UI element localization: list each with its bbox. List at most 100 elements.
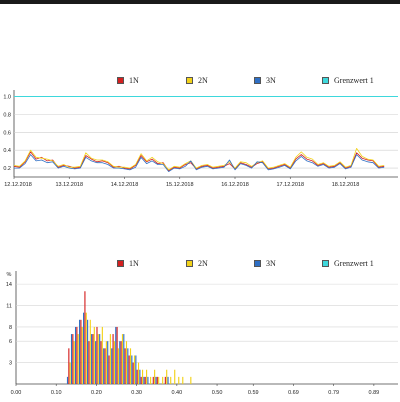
legend-item-1n: 1N: [117, 74, 139, 86]
bar-2n: [166, 369, 168, 384]
y-tick-label: 8: [9, 325, 12, 331]
bar-2n: [85, 312, 87, 384]
bar-3n: [107, 341, 109, 384]
bar-2n: [69, 362, 71, 384]
x-tick-label: 18.12.2018: [332, 182, 360, 188]
legend-item-grenzwert-1: Grenzwert 1: [322, 74, 374, 86]
bar-3n: [103, 348, 105, 384]
y-tick-label: 1.0: [3, 94, 11, 100]
line-chart-legend: 1N 2N 3N Grenzwert 1: [0, 74, 400, 86]
y-axis-label: %: [7, 272, 12, 278]
line-chart: 0.2 0.4 0.6 0.8 1.0 12.12.2018 13.12.2018 14.12…: [3, 90, 398, 188]
bar-1n: [132, 362, 134, 384]
y-tick-label: 0.2: [3, 166, 11, 172]
legend-label: 1N: [129, 258, 139, 268]
bar-1n: [136, 369, 138, 384]
x-tick-label: 0.00: [11, 390, 22, 396]
bar-3n: [143, 376, 145, 384]
bar-3n: [147, 376, 149, 384]
bar-3n: [83, 312, 85, 384]
y-tick-label: 0.6: [3, 130, 11, 136]
bar-3n: [155, 376, 157, 384]
bar-2n: [89, 319, 91, 384]
bar-3n: [87, 319, 89, 384]
y-tick-label: 0.8: [3, 112, 11, 118]
bar-2n: [150, 376, 152, 384]
legend-item-3n: 3N: [254, 257, 276, 269]
bar-3n: [111, 348, 113, 384]
legend-swatch: [322, 259, 329, 267]
bar-2n: [137, 362, 140, 384]
bar-2n: [105, 341, 107, 384]
bar-1n: [84, 291, 86, 384]
series-line-2n: [13, 148, 385, 171]
bar-3n: [115, 326, 117, 384]
bar-1n: [104, 348, 106, 384]
bar-2n: [101, 326, 103, 384]
x-tick-label: 13.12.2018: [55, 182, 83, 188]
bar-3n: [91, 334, 93, 384]
bar-2n: [133, 355, 136, 384]
bar-1n: [152, 376, 154, 384]
bar-2n: [97, 334, 99, 384]
y-tick-label: 0.4: [3, 148, 11, 154]
y-tick-label: 6: [9, 339, 12, 345]
bar-2n: [125, 341, 128, 384]
bar-3n: [167, 376, 169, 384]
bar-1n: [144, 376, 146, 384]
bar-2n: [162, 376, 164, 384]
x-tick-label: 14.12.2018: [111, 182, 139, 188]
bar-3n: [119, 341, 121, 384]
bar-3n: [131, 355, 133, 384]
bar-2n: [182, 376, 184, 384]
bar-2n: [158, 376, 160, 384]
histogram-chart: % 3 6 8 11 14 0.00 0.10 0.20 0.30 0.40 0.50 0.59 0.69…: [6, 271, 398, 396]
x-tick-label: 0.40: [171, 390, 182, 396]
x-tick-label: 0.79: [328, 390, 339, 396]
legend-swatch: [117, 76, 124, 84]
legend-label: 3N: [266, 258, 276, 268]
legend-item-2n: 2N: [186, 257, 208, 269]
bar-2n: [129, 348, 132, 384]
bar-2n: [141, 369, 144, 384]
legend-swatch: [254, 76, 261, 84]
bar-3n: [95, 341, 97, 384]
bar-3n: [139, 369, 141, 384]
bar-3n: [79, 319, 81, 384]
legend-label: Grenzwert 1: [334, 75, 374, 85]
x-tick-label: 0.20: [91, 390, 102, 396]
x-tick-label: 12.12.2018: [4, 182, 32, 188]
bar-2n: [113, 341, 115, 384]
bar-1n: [116, 326, 118, 384]
bar-1n: [140, 376, 142, 384]
y-tick-label: 3: [9, 361, 12, 367]
legend-label: 1N: [129, 75, 139, 85]
legend-swatch: [186, 76, 193, 84]
legend-label: 2N: [198, 75, 208, 85]
bar-1n: [164, 376, 166, 384]
bar-1n: [76, 326, 78, 384]
x-tick-label: 0.59: [248, 390, 259, 396]
x-tick-label: 0.30: [131, 390, 142, 396]
bar-1n: [128, 355, 130, 384]
legend-swatch: [254, 259, 261, 267]
bar-3n: [135, 355, 137, 384]
bar-2n: [170, 376, 172, 384]
bar-2n: [117, 348, 120, 384]
bar-1n: [112, 334, 114, 384]
x-tick-label: 15.12.2018: [166, 182, 194, 188]
bar-3n: [127, 348, 129, 384]
x-tick-label: 0.89: [369, 390, 380, 396]
legend-label: Grenzwert 1: [334, 258, 374, 268]
bar-3n: [123, 334, 125, 384]
x-tick-label: 0.69: [288, 390, 299, 396]
x-tick-label: 0.50: [212, 390, 223, 396]
x-tick-label: 17.12.2018: [276, 182, 304, 188]
bar-3n: [70, 334, 73, 384]
series-line-3n: [14, 154, 385, 172]
legend-swatch: [322, 76, 329, 84]
bar-1n: [156, 376, 158, 384]
bar-2n: [121, 334, 124, 384]
bar-2n: [178, 376, 180, 384]
bar-2n: [174, 369, 176, 384]
